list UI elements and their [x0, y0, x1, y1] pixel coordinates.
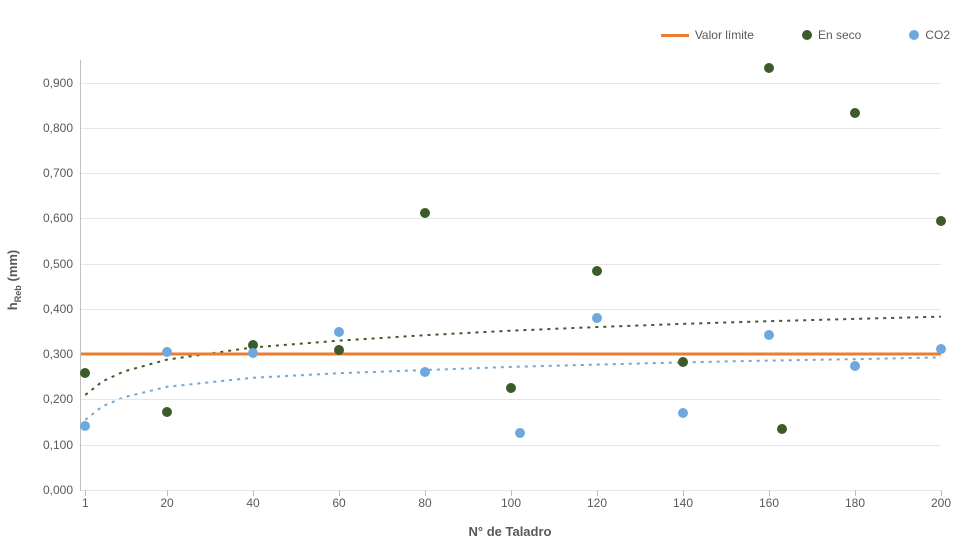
legend-item: Valor límite	[661, 28, 754, 42]
data-point	[764, 330, 774, 340]
gridline	[81, 128, 941, 129]
y-tick-label: 0,700	[43, 166, 81, 180]
y-tick-label: 0,100	[43, 438, 81, 452]
data-point	[506, 383, 516, 393]
y-axis-title: hReb (mm)	[5, 250, 23, 311]
y-tick-label: 0,600	[43, 211, 81, 225]
x-tick-label: 160	[759, 490, 779, 510]
data-point	[764, 63, 774, 73]
limit-line	[81, 353, 941, 356]
plot-area: 0,0000,1000,2000,3000,4000,5000,6000,700…	[80, 60, 941, 491]
gridline	[81, 218, 941, 219]
data-point	[162, 347, 172, 357]
data-point	[678, 357, 688, 367]
data-point	[936, 216, 946, 226]
legend: Valor límite En seco CO2	[661, 28, 950, 42]
legend-item: CO2	[909, 28, 950, 42]
gridline	[81, 173, 941, 174]
y-tick-label: 0,200	[43, 392, 81, 406]
x-tick-label: 60	[332, 490, 345, 510]
data-point	[80, 368, 90, 378]
x-tick-label: 120	[587, 490, 607, 510]
x-tick-label: 180	[845, 490, 865, 510]
scatter-chart: hReb (mm) 0,0000,1000,2000,3000,4000,500…	[0, 0, 980, 560]
data-point	[515, 428, 525, 438]
data-point	[850, 361, 860, 371]
data-point	[334, 345, 344, 355]
trend-lines	[81, 60, 941, 490]
legend-item: En seco	[802, 28, 861, 42]
legend-line-swatch	[661, 34, 689, 37]
gridline	[81, 445, 941, 446]
gridline	[81, 83, 941, 84]
x-axis-title: N° de Taladro	[469, 524, 552, 539]
x-tick-label: 80	[418, 490, 431, 510]
x-tick-label: 20	[160, 490, 173, 510]
y-tick-label: 0,000	[43, 483, 81, 497]
y-tick-label: 0,400	[43, 302, 81, 316]
data-point	[334, 327, 344, 337]
gridline	[81, 264, 941, 265]
y-tick-label: 0,500	[43, 257, 81, 271]
data-point	[420, 208, 430, 218]
data-point	[777, 424, 787, 434]
legend-dot-swatch	[909, 30, 919, 40]
y-tick-label: 0,900	[43, 76, 81, 90]
data-point	[678, 408, 688, 418]
data-point	[248, 348, 258, 358]
x-tick-label: 140	[673, 490, 693, 510]
data-point	[850, 108, 860, 118]
data-point	[936, 344, 946, 354]
data-point	[80, 421, 90, 431]
data-point	[592, 313, 602, 323]
legend-label: En seco	[818, 28, 861, 42]
x-tick-label: 40	[246, 490, 259, 510]
y-tick-label: 0,800	[43, 121, 81, 135]
x-tick-label: 200	[931, 490, 951, 510]
gridline	[81, 309, 941, 310]
data-point	[420, 367, 430, 377]
y-tick-label: 0,300	[43, 347, 81, 361]
legend-label: Valor límite	[695, 28, 754, 42]
data-point	[162, 407, 172, 417]
data-point	[592, 266, 602, 276]
legend-dot-swatch	[802, 30, 812, 40]
gridline	[81, 399, 941, 400]
x-tick-label: 1	[82, 490, 89, 510]
x-tick-label: 100	[501, 490, 521, 510]
legend-label: CO2	[925, 28, 950, 42]
